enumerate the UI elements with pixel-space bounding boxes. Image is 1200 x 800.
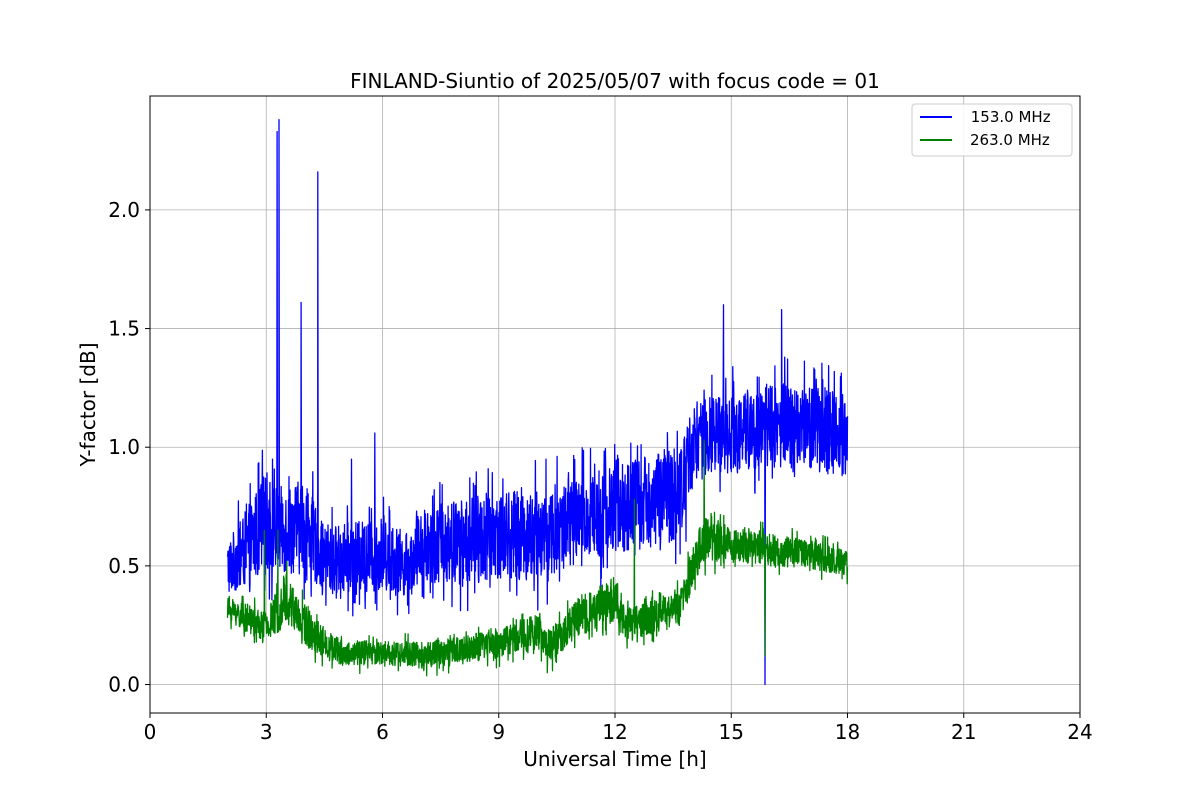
x-tick-label: 24 [1067, 720, 1092, 744]
x-tick-label: 12 [602, 720, 627, 744]
x-axis-label: Universal Time [h] [523, 747, 706, 771]
legend-label-153: 153.0 MHz [966, 108, 1051, 126]
series-layer [226, 119, 849, 686]
y-tick-label: 1.0 [108, 435, 140, 459]
legend-label-263: 263.0 MHz [970, 131, 1050, 149]
chart-title: FINLAND-Siuntio of 2025/05/07 with focus… [350, 69, 880, 93]
x-tick-label: 21 [951, 720, 976, 744]
y-axis-label: Y-factor [dB] [76, 342, 100, 467]
x-tick-label: 6 [376, 720, 389, 744]
y-tick-label: 1.5 [108, 317, 140, 341]
legend: 153.0 MHz 263.0 MHz [911, 103, 1073, 157]
x-axis: 0 3 6 9 12 15 18 21 24 [144, 713, 1093, 744]
series-line-0 [226, 119, 849, 686]
x-tick-label: 18 [835, 720, 860, 744]
y-tick-label: 2.0 [108, 198, 140, 222]
x-tick-label: 15 [719, 720, 744, 744]
y-axis: 0.0 0.5 1.0 1.5 2.0 [108, 198, 150, 697]
series-line-1 [226, 439, 849, 677]
x-tick-label: 9 [492, 720, 505, 744]
x-tick-label: 0 [144, 720, 157, 744]
x-tick-label: 3 [260, 720, 273, 744]
y-tick-label: 0.5 [108, 554, 140, 578]
y-tick-label: 0.0 [108, 673, 140, 697]
